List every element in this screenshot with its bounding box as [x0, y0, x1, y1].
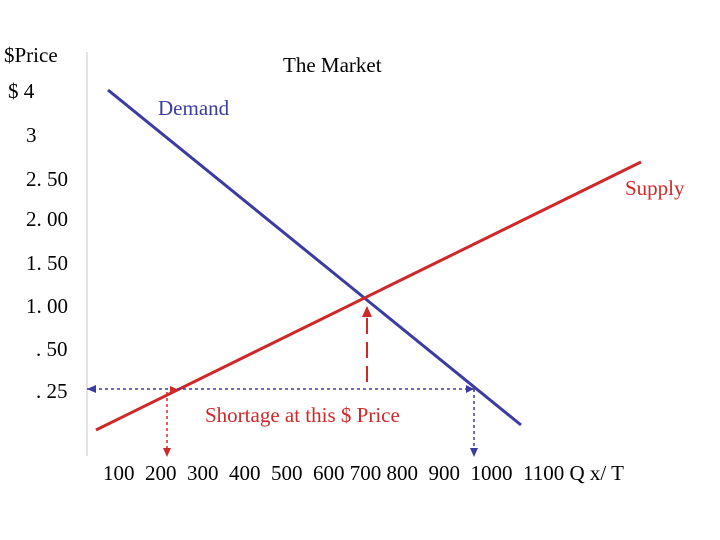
quantity-supplied-arrowhead — [163, 448, 171, 457]
x-tick-label: 600 — [313, 461, 350, 485]
y-tick-label: 1. 50 — [26, 251, 68, 275]
supply-label: Supply — [625, 176, 685, 200]
demand-label: Demand — [158, 96, 230, 120]
price-line-right-arrowhead — [466, 385, 474, 393]
y-tick-label: 1. 00 — [26, 294, 68, 318]
y-tick-label: $ 4 — [8, 79, 35, 103]
x-tick-label: 200 — [145, 461, 187, 485]
y-axis-label: $Price — [4, 43, 58, 67]
demand-curve — [107, 88, 522, 427]
quantity-demanded-arrowhead — [470, 448, 478, 457]
y-tick-label: 3 — [26, 123, 37, 147]
x-tick-label: 700 — [350, 461, 387, 485]
x-tick-label: 1100 — [523, 461, 569, 485]
shortage-annotation: Shortage at this $ Price — [205, 403, 400, 427]
quantity-supplied-top-arrowhead — [170, 386, 177, 392]
y-tick-labels: $ 4 3 2. 50 2. 00 1. 50 1. 00 . 50 . 25 — [8, 79, 68, 403]
x-axis-label: Q x/ T — [569, 461, 624, 485]
x-tick-label: 800 — [387, 461, 429, 485]
x-tick-label: 300 — [187, 461, 229, 485]
y-tick-label: . 25 — [36, 379, 68, 403]
x-tick-label: 900 — [429, 461, 471, 485]
y-tick-label: . 50 — [36, 337, 68, 361]
y-tick-label: 2. 50 — [26, 167, 68, 191]
chart-title: The Market — [283, 53, 382, 77]
x-tick-label: 100 — [103, 461, 145, 485]
price-line-arrowhead — [87, 385, 96, 393]
y-tick-label: 2. 00 — [26, 207, 68, 231]
x-tick-label: 400 — [229, 461, 271, 485]
x-tick-labels: 100 200 300 400 500 600 700 800 900 1000… — [103, 461, 624, 485]
x-tick-label: 500 — [271, 461, 313, 485]
shortage-indicator-arrowhead — [362, 306, 372, 317]
supply-curve — [95, 160, 642, 432]
x-tick-label: 1000 — [471, 461, 524, 485]
